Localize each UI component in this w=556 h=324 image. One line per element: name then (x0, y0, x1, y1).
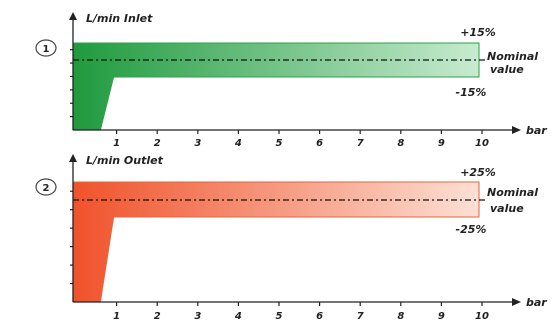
outlet-flow-chart: 2 1 2 3 4 5 6 7 8 9 10 L/min Outlet bar +25% -25%… (35, 154, 547, 322)
badge-number: 1 (43, 44, 50, 55)
x-tick-label: 7 (357, 311, 364, 322)
tolerance-band (72, 42, 480, 131)
x-tick-label: 7 (357, 138, 364, 149)
x-axis-arrow-icon (512, 298, 521, 306)
x-tick-label: 10 (475, 138, 489, 149)
x-tick-label: 1 (113, 311, 120, 322)
x-tick-label: 6 (316, 138, 323, 149)
upper-tolerance-label: +25% (460, 166, 496, 179)
panel-badge: 2 (35, 178, 57, 196)
tolerance-envelope (72, 181, 485, 303)
axes: 1 2 3 4 5 6 7 8 9 10 (69, 154, 521, 322)
x-tick-label: 8 (397, 138, 404, 149)
x-axis-title: bar (526, 296, 547, 309)
y-axis-ticks (70, 49, 73, 118)
nominal-label-line2: value (490, 63, 524, 76)
x-tick-label: 3 (194, 311, 201, 322)
lower-tolerance-label: -15% (456, 86, 487, 99)
x-axis-ticks: 1 2 3 4 5 6 7 8 9 10 (113, 302, 489, 322)
upper-tolerance-label: +15% (460, 26, 496, 39)
x-tick-label: 9 (438, 138, 445, 149)
x-tick-label: 6 (316, 311, 323, 322)
y-axis-arrow-icon (69, 154, 77, 162)
x-tick-label: 2 (154, 311, 161, 322)
badge-number: 2 (43, 183, 50, 194)
panel-badge: 1 (35, 39, 57, 57)
x-axis-arrow-icon (512, 126, 521, 134)
x-tick-label: 4 (234, 311, 242, 322)
x-tick-label: 10 (475, 311, 489, 322)
x-axis-ticks: 1 2 3 4 5 6 7 8 9 10 (113, 130, 489, 149)
x-tick-label: 1 (113, 138, 120, 149)
nominal-label-line2: value (490, 202, 524, 215)
x-axis-title: bar (526, 124, 547, 137)
y-axis-title: L/min Inlet (86, 12, 153, 25)
x-tick-label: 2 (154, 138, 161, 149)
x-tick-label: 5 (276, 311, 283, 322)
x-tick-label: 8 (397, 311, 404, 322)
y-axis-title: L/min Outlet (86, 154, 164, 167)
nominal-label-line1: Nominal (487, 50, 538, 63)
tolerance-envelope (72, 42, 485, 131)
nominal-label-line1: Nominal (487, 186, 538, 199)
y-axis-arrow-icon (69, 12, 77, 20)
x-tick-label: 3 (194, 138, 201, 149)
y-axis-ticks (70, 190, 73, 285)
axes: 1 2 3 4 5 6 7 8 9 10 (69, 12, 521, 149)
inlet-flow-chart: 1 1 2 3 4 5 6 7 8 9 10 L/min Inlet bar +15% -15% … (35, 12, 547, 149)
lower-tolerance-label: -25% (456, 223, 487, 236)
x-tick-label: 4 (234, 138, 242, 149)
x-tick-label: 5 (276, 138, 283, 149)
x-tick-label: 9 (438, 311, 445, 322)
